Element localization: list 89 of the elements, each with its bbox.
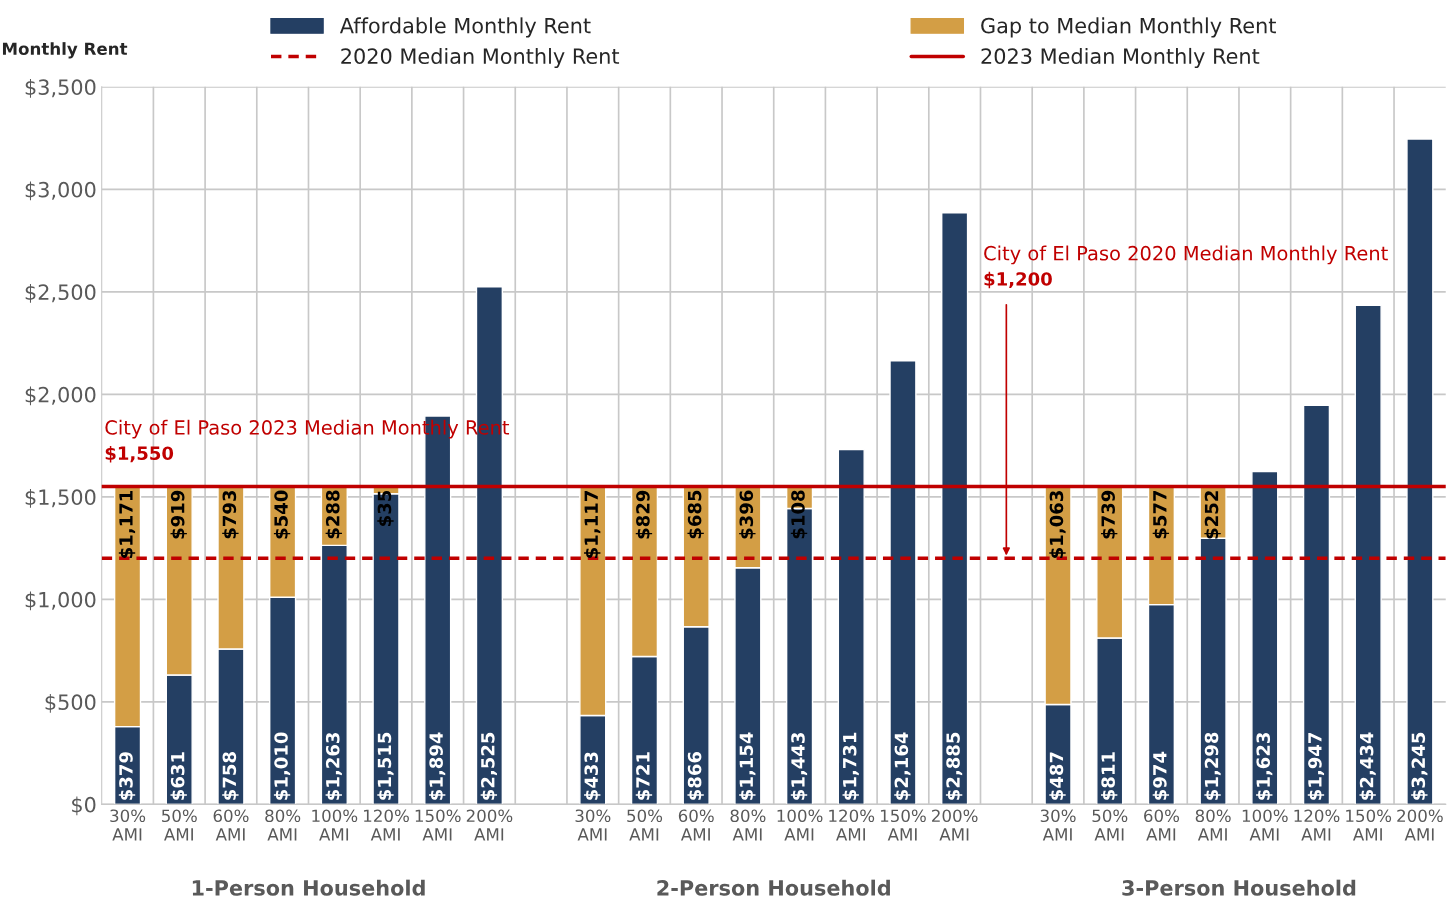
x-tick-label: 50% AMI bbox=[627, 809, 663, 841]
x-tick-label: 50% AMI bbox=[1092, 809, 1128, 841]
x-tick-label: 60% AMI bbox=[678, 809, 714, 841]
data-label: $739 bbox=[1100, 490, 1118, 539]
data-label: $252 bbox=[1204, 491, 1221, 539]
data-label: $685 bbox=[687, 490, 704, 539]
data-label: $379 bbox=[118, 752, 136, 800]
data-label: $1,263 bbox=[325, 733, 342, 800]
x-tick-label: 60% AMI bbox=[213, 809, 249, 841]
data-label: $811 bbox=[1100, 752, 1118, 800]
data-label: $1,443 bbox=[790, 733, 808, 800]
x-tick-label: 120% AMI bbox=[364, 809, 409, 841]
y-tick-label: $1,500 bbox=[25, 488, 96, 508]
bar bbox=[837, 448, 865, 805]
y-tick-label: $2,000 bbox=[25, 386, 96, 406]
bar bbox=[941, 212, 969, 805]
x-tick-label: 200% AMI bbox=[466, 809, 513, 841]
data-label: $577 bbox=[1152, 490, 1170, 539]
x-tick-label: 80% AMI bbox=[265, 809, 301, 841]
x-tick-label: 200% AMI bbox=[932, 809, 978, 841]
data-label: $2,164 bbox=[894, 732, 911, 800]
text: 3-Person Household bbox=[1122, 879, 1356, 896]
text: 2-Person Household bbox=[657, 879, 890, 896]
data-label: $487 bbox=[1049, 752, 1066, 800]
data-label: $1,947 bbox=[1307, 733, 1325, 800]
y-tick-label: $0 bbox=[72, 796, 96, 816]
legend-label: 2023 Median Monthly Rent bbox=[981, 47, 1260, 69]
data-label: $1,298 bbox=[1204, 732, 1221, 800]
bar bbox=[889, 360, 917, 805]
data-label: $2,525 bbox=[480, 732, 498, 800]
x-tick-label: 200% AMI bbox=[1397, 809, 1443, 841]
bar bbox=[1251, 470, 1279, 805]
data-label: $1,010 bbox=[273, 732, 291, 800]
x-tick-label: 60% AMI bbox=[1144, 809, 1180, 841]
data-label: $1,515 bbox=[377, 732, 394, 800]
data-label: $2,434 bbox=[1359, 732, 1376, 800]
y-axis-title: Monthly Rent bbox=[2, 42, 128, 59]
y-tick-label: $3,000 bbox=[25, 181, 96, 201]
data-label: $1,623 bbox=[1256, 733, 1273, 800]
x-tick-label: 100% AMI bbox=[312, 809, 358, 841]
data-label: $108 bbox=[790, 490, 808, 539]
data-label: $1,171 bbox=[118, 490, 136, 558]
data-label: $1,063 bbox=[1049, 491, 1066, 558]
x-tick-label: 30% AMI bbox=[110, 809, 146, 841]
data-label: $396 bbox=[739, 490, 756, 539]
data-label: $540 bbox=[273, 490, 291, 539]
data-label: $1,894 bbox=[428, 732, 446, 800]
x-tick-label: 30% AMI bbox=[575, 809, 611, 841]
y-tick-label: $1,000 bbox=[25, 591, 96, 611]
data-label: $721 bbox=[635, 752, 653, 800]
data-label: $288 bbox=[325, 490, 342, 539]
x-tick-label: 120% AMI bbox=[1294, 809, 1340, 841]
data-label: $793 bbox=[222, 490, 239, 539]
x-tick-label: 80% AMI bbox=[730, 809, 766, 841]
y-tick-label: $500 bbox=[45, 693, 96, 713]
legend-label: Gap to Median Monthly Rent bbox=[981, 17, 1276, 38]
annotation: City of El Paso 2020 Median Monthly Rent bbox=[984, 245, 1388, 265]
data-label: $433 bbox=[584, 752, 601, 800]
x-tick-label: 50% AMI bbox=[162, 809, 197, 841]
x-tick-label: 80% AMI bbox=[1195, 809, 1231, 841]
legend-label: Affordable Monthly Rent bbox=[339, 17, 591, 38]
x-tick-label: 150% AMI bbox=[880, 809, 926, 841]
data-label: $1,154 bbox=[739, 732, 756, 800]
x-tick-label: 150% AMI bbox=[415, 809, 461, 841]
data-label: $919 bbox=[170, 490, 187, 539]
bar bbox=[1406, 138, 1434, 805]
data-label: $631 bbox=[170, 752, 187, 800]
data-label: $2,885 bbox=[945, 732, 963, 800]
text: 1-Person Household bbox=[192, 879, 425, 896]
legend-label: 2020 Median Monthly Rent bbox=[341, 47, 620, 69]
x-tick-label: 120% AMI bbox=[829, 809, 875, 841]
x-tick-label: 100% AMI bbox=[777, 809, 823, 841]
x-tick-label: 100% AMI bbox=[1242, 809, 1288, 841]
y-tick-label: $3,500 bbox=[25, 78, 96, 98]
data-label: $3,245 bbox=[1411, 732, 1428, 800]
data-label: $1,117 bbox=[584, 491, 601, 558]
y-tick-label: $2,500 bbox=[25, 283, 96, 303]
data-label: $758 bbox=[222, 752, 239, 800]
annotation: $1,200 bbox=[984, 271, 1052, 289]
data-label: $1,731 bbox=[842, 732, 859, 800]
x-tick-label: 30% AMI bbox=[1040, 809, 1076, 841]
data-label: $974 bbox=[1152, 751, 1170, 800]
annotation: $1,550 bbox=[105, 446, 174, 463]
data-label: $35 bbox=[377, 490, 394, 526]
bar bbox=[1302, 404, 1331, 805]
bar bbox=[1354, 304, 1382, 805]
data-label: $866 bbox=[687, 751, 704, 800]
x-tick-label: 150% AMI bbox=[1346, 809, 1392, 841]
data-label: $829 bbox=[635, 490, 653, 539]
